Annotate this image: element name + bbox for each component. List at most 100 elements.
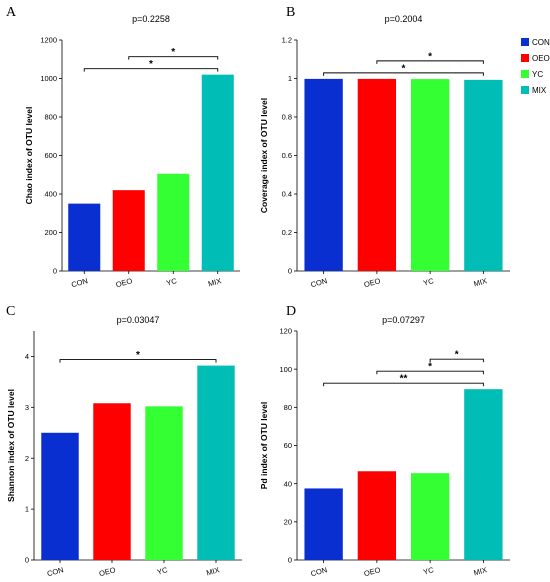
- panel-c: Cp=0.03047 0 1 2 3 4 Shannon index of OTU leve…: [6, 304, 242, 578]
- x-tick-label: OEO: [98, 565, 117, 578]
- significance-bracket: [83, 68, 219, 72]
- bar-mix: [197, 365, 235, 560]
- y-tick-label: 200: [44, 228, 57, 237]
- y-tick-label: 0: [288, 556, 292, 565]
- legend-label: YC: [532, 70, 543, 79]
- bar-oeo: [112, 190, 145, 271]
- x-tick-label: CON: [310, 565, 328, 578]
- y-axis-label: Shannon index of OTU level: [6, 389, 16, 502]
- significance-bracket: [323, 382, 484, 387]
- significance-label: *: [171, 47, 175, 58]
- y-tick-label: 1000: [40, 74, 57, 83]
- y-tick-label: 1: [288, 74, 292, 83]
- chart-title: p=0.03047: [117, 315, 160, 325]
- x-tick-label: OEO: [115, 276, 134, 289]
- legend-swatch-yc: [521, 70, 529, 78]
- y-tick-label: 2: [25, 454, 29, 463]
- y-tick-label: 0.6: [282, 151, 292, 160]
- y-tick-label: 1200: [40, 36, 57, 45]
- x-tick-label: YC: [422, 276, 435, 288]
- significance-bracket: [376, 370, 484, 375]
- x-tick-label: YC: [156, 565, 169, 577]
- x-tick-label: YC: [165, 276, 178, 288]
- chart-title: p=0.07297: [382, 315, 425, 325]
- y-tick-label: 0: [288, 267, 292, 276]
- y-tick-label: 60: [284, 441, 292, 450]
- legend-label: CON: [532, 38, 550, 47]
- x-tick-label: MIX: [473, 276, 488, 288]
- significance-label: *: [455, 350, 459, 361]
- bar-con: [68, 203, 101, 271]
- legend-label: OEO: [532, 54, 550, 63]
- bar-oeo: [357, 78, 397, 271]
- chart-title: p=0.2004: [385, 14, 423, 24]
- y-tick-label: 0.8: [282, 113, 292, 122]
- significance-label: *: [136, 350, 140, 361]
- significance-label: *: [402, 63, 406, 74]
- bar-oeo: [93, 403, 131, 560]
- y-tick-label: 20: [284, 517, 292, 526]
- significance-label: *: [428, 51, 432, 62]
- legend: CON OEO YC MIX: [521, 38, 550, 95]
- bar-mix: [201, 74, 234, 272]
- bar-con: [41, 432, 79, 560]
- y-tick-label: 40: [284, 479, 292, 488]
- x-tick-label: YC: [422, 565, 435, 577]
- x-tick-label: MIX: [473, 565, 488, 577]
- y-tick-label: 100: [279, 365, 292, 374]
- y-axis-label: Pd index of OTU level: [259, 402, 269, 489]
- y-tick-label: 4: [25, 352, 29, 361]
- y-tick-label: 400: [44, 190, 57, 199]
- significance-bracket: [376, 60, 484, 64]
- y-tick-label: 120: [279, 327, 292, 336]
- significance-bracket: [128, 56, 219, 60]
- panel-letter: D: [286, 304, 296, 319]
- significance-label: *: [428, 362, 432, 373]
- significance-bracket: [323, 72, 484, 76]
- bar-oeo: [357, 471, 397, 560]
- legend-swatch-oeo: [521, 54, 529, 62]
- legend-swatch-con: [521, 38, 529, 46]
- significance-label: *: [149, 59, 153, 70]
- bar-yc: [145, 406, 183, 560]
- y-tick-label: 0.2: [282, 228, 292, 237]
- x-tick-label: OEO: [363, 565, 382, 578]
- panel-letter: C: [6, 304, 15, 319]
- bar-con: [304, 78, 343, 271]
- chart-title: p=0.2258: [132, 14, 170, 24]
- bar-mix: [464, 79, 503, 271]
- x-tick-label: MIX: [205, 565, 220, 577]
- y-tick-label: 80: [284, 403, 292, 412]
- y-tick-label: 1: [25, 505, 29, 514]
- y-tick-label: 0.4: [282, 190, 292, 199]
- y-tick-label: 0: [53, 267, 57, 276]
- significance-bracket: [59, 359, 217, 363]
- x-tick-label: CON: [46, 565, 64, 578]
- legend-label: MIX: [532, 86, 547, 95]
- panel-letter: B: [286, 5, 295, 20]
- significance-bracket: [429, 358, 484, 363]
- bar-con: [304, 488, 343, 560]
- bar-yc: [410, 79, 450, 271]
- y-tick-label: 800: [44, 113, 57, 122]
- bar-mix: [464, 389, 503, 560]
- y-tick-label: 0: [25, 556, 29, 565]
- bar-yc: [157, 173, 190, 271]
- panel-letter: A: [6, 5, 17, 20]
- panel-d: Dp=0.07297 0 20 40 60 80 100 120 Pd index of OTU…: [259, 304, 510, 578]
- y-tick-label: 3: [25, 403, 29, 412]
- bar-yc: [410, 473, 450, 560]
- significance-label: **: [400, 374, 408, 385]
- y-axis-label: Coverage index of OTU level: [259, 98, 269, 213]
- y-tick-label: 1.2: [282, 36, 292, 45]
- y-axis-label: Chao index of OTU level: [24, 107, 34, 205]
- x-tick-label: CON: [310, 276, 328, 289]
- legend-swatch-mix: [521, 86, 529, 94]
- x-tick-label: OEO: [363, 276, 382, 289]
- y-tick-label: 600: [44, 151, 57, 160]
- x-tick-label: MIX: [207, 276, 222, 288]
- x-tick-label: CON: [70, 276, 88, 289]
